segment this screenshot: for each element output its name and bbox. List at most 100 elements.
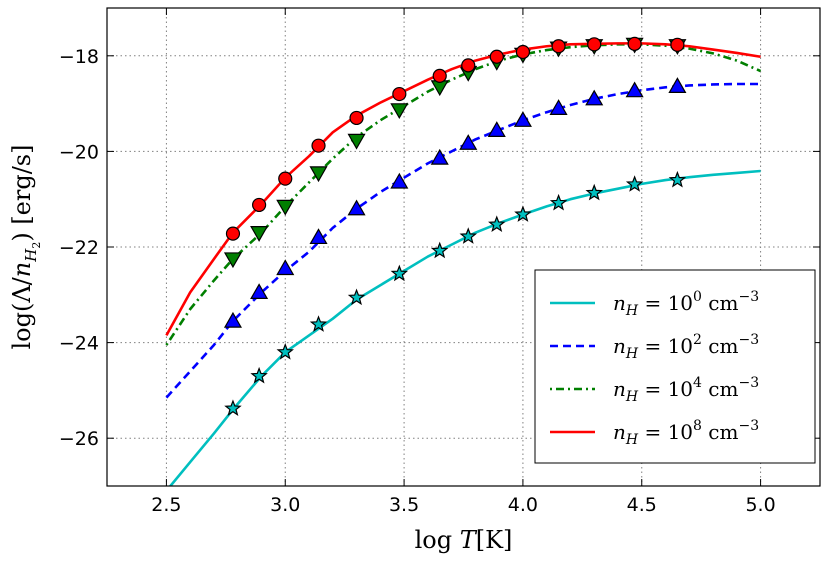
series-1-point-2 bbox=[276, 259, 295, 276]
series-3-point-13 bbox=[670, 37, 685, 52]
series-2-point-1 bbox=[250, 226, 269, 242]
series-2-point-4 bbox=[347, 133, 366, 150]
x-tick-label-3: 4.0 bbox=[508, 494, 538, 516]
legend-label-2-part-3: 4 bbox=[693, 375, 702, 391]
series-3-point-6 bbox=[432, 68, 447, 83]
legend-label-1-part-1: H bbox=[625, 346, 639, 362]
legend-item-2: nH = 104 cm−3 bbox=[550, 375, 759, 405]
series-2-point-0 bbox=[223, 252, 242, 269]
x-tick-label-5: 5.0 bbox=[745, 494, 775, 516]
legend-label-2-part-1: H bbox=[625, 389, 639, 405]
series-1-point-5 bbox=[390, 172, 409, 189]
series-1-point-11 bbox=[585, 89, 604, 106]
legend-item-3: nH = 108 cm−3 bbox=[550, 418, 759, 448]
legend-label-0-part-4: cm bbox=[702, 291, 739, 315]
legend-label-0: nH = 100 cm−3 bbox=[613, 289, 759, 319]
series-2-point-3 bbox=[309, 166, 328, 183]
series-3-point-0 bbox=[225, 226, 241, 241]
legend-label-2: nH = 104 cm−3 bbox=[613, 375, 759, 405]
legend-label-1-part-0: n bbox=[613, 334, 626, 358]
series-3-point-7 bbox=[461, 58, 476, 73]
series-0-point-1 bbox=[250, 366, 268, 384]
series-0-point-10 bbox=[549, 193, 568, 211]
legend-label-2-part-5: −3 bbox=[738, 375, 759, 391]
series-1-point-10 bbox=[549, 99, 568, 115]
series-0-point-4 bbox=[347, 288, 366, 306]
series-1-point-6 bbox=[430, 148, 449, 165]
legend-label-3-part-0: n bbox=[613, 420, 626, 444]
y-tick-label-4: −18 bbox=[59, 46, 99, 68]
legend: nH = 100 cm−3nH = 102 cm−3nH = 104 cm−3n… bbox=[534, 269, 816, 464]
legend-label-3: nH = 108 cm−3 bbox=[613, 418, 759, 448]
legend-label-0-part-5: −3 bbox=[738, 289, 759, 305]
x-tick-label-4: 4.5 bbox=[627, 494, 657, 516]
series-1-point-1 bbox=[250, 283, 269, 300]
series-3-point-12 bbox=[627, 36, 642, 51]
x-axis-label: log T[K] bbox=[415, 526, 513, 554]
y-tick-label-1: −24 bbox=[59, 333, 99, 355]
legend-label-0-part-1: H bbox=[625, 303, 639, 319]
series-3-point-11 bbox=[587, 37, 602, 52]
series-3-point-2 bbox=[278, 171, 293, 186]
series-3-point-5 bbox=[392, 86, 407, 102]
legend-item-0: nH = 100 cm−3 bbox=[550, 289, 759, 319]
series-1 bbox=[165, 77, 761, 399]
legend-label-2-part-2: = 10 bbox=[638, 377, 693, 401]
legend-label-0-part-0: n bbox=[613, 291, 626, 315]
series-1-point-0 bbox=[223, 311, 242, 328]
series-3-point-9 bbox=[515, 44, 531, 60]
y-tick-label-0: −26 bbox=[59, 428, 99, 450]
series-0-point-6 bbox=[431, 241, 449, 259]
series-0-point-9 bbox=[514, 205, 532, 222]
series-3-point-1 bbox=[252, 197, 267, 213]
legend-item-1: nH = 102 cm−3 bbox=[550, 332, 759, 362]
series-0-line bbox=[168, 169, 761, 486]
series-0-point-0 bbox=[224, 399, 242, 416]
y-axis-label: log(Λ/nH2) [erg/s] bbox=[8, 144, 43, 349]
series-0-point-12 bbox=[625, 175, 644, 192]
legend-label-2-part-0: n bbox=[613, 377, 626, 401]
series-3-point-8 bbox=[489, 49, 504, 64]
legend-label-3-part-2: = 10 bbox=[638, 420, 693, 444]
series-1-point-4 bbox=[347, 199, 366, 216]
x-tick-label-0: 2.5 bbox=[151, 494, 181, 516]
series-layer bbox=[165, 36, 762, 486]
x-tick-label-2: 3.5 bbox=[389, 494, 419, 516]
series-1-point-3 bbox=[309, 228, 328, 245]
legend-label-1-part-3: 2 bbox=[693, 332, 702, 348]
series-0-point-13 bbox=[668, 170, 687, 188]
series-0-point-8 bbox=[488, 215, 506, 232]
series-0 bbox=[168, 169, 761, 486]
series-0-point-7 bbox=[459, 227, 477, 244]
series-0-point-2 bbox=[276, 342, 294, 360]
series-3 bbox=[165, 36, 761, 337]
legend-label-0-part-2: = 10 bbox=[638, 291, 693, 315]
series-2-point-5 bbox=[390, 103, 409, 120]
series-2-point-2 bbox=[276, 199, 295, 216]
legend-label-1: nH = 102 cm−3 bbox=[613, 332, 759, 362]
axes: 2.5 3.0 3.5 4.0 4.5 5.0 −26 −24 −22 −20 −18 bbox=[59, 7, 821, 516]
series-3-point-10 bbox=[551, 39, 566, 54]
series-3-point-4 bbox=[349, 110, 364, 126]
legend-label-1-part-5: −3 bbox=[738, 332, 759, 348]
series-1-point-8 bbox=[487, 121, 506, 137]
legend-label-3-part-1: H bbox=[625, 432, 639, 448]
series-0-point-3 bbox=[309, 315, 328, 332]
series-1-point-12 bbox=[625, 81, 644, 98]
legend-label-3-part-3: 8 bbox=[693, 418, 702, 434]
series-1-point-13 bbox=[668, 77, 687, 93]
y-tick-label-2: −22 bbox=[59, 237, 99, 259]
legend-label-0-part-3: 0 bbox=[693, 289, 702, 305]
legend-label-1-part-2: = 10 bbox=[638, 334, 693, 358]
series-1-point-7 bbox=[459, 134, 478, 150]
x-tick-label-1: 3.0 bbox=[270, 494, 300, 516]
y-tick-label-3: −20 bbox=[59, 141, 99, 163]
legend-label-1-part-4: cm bbox=[702, 334, 739, 358]
series-3-point-3 bbox=[311, 138, 326, 153]
series-0-point-5 bbox=[390, 264, 409, 282]
series-0-point-11 bbox=[585, 183, 603, 201]
legend-label-2-part-4: cm bbox=[702, 377, 739, 401]
legend-label-3-part-5: −3 bbox=[738, 418, 759, 434]
series-1-point-9 bbox=[513, 111, 532, 127]
